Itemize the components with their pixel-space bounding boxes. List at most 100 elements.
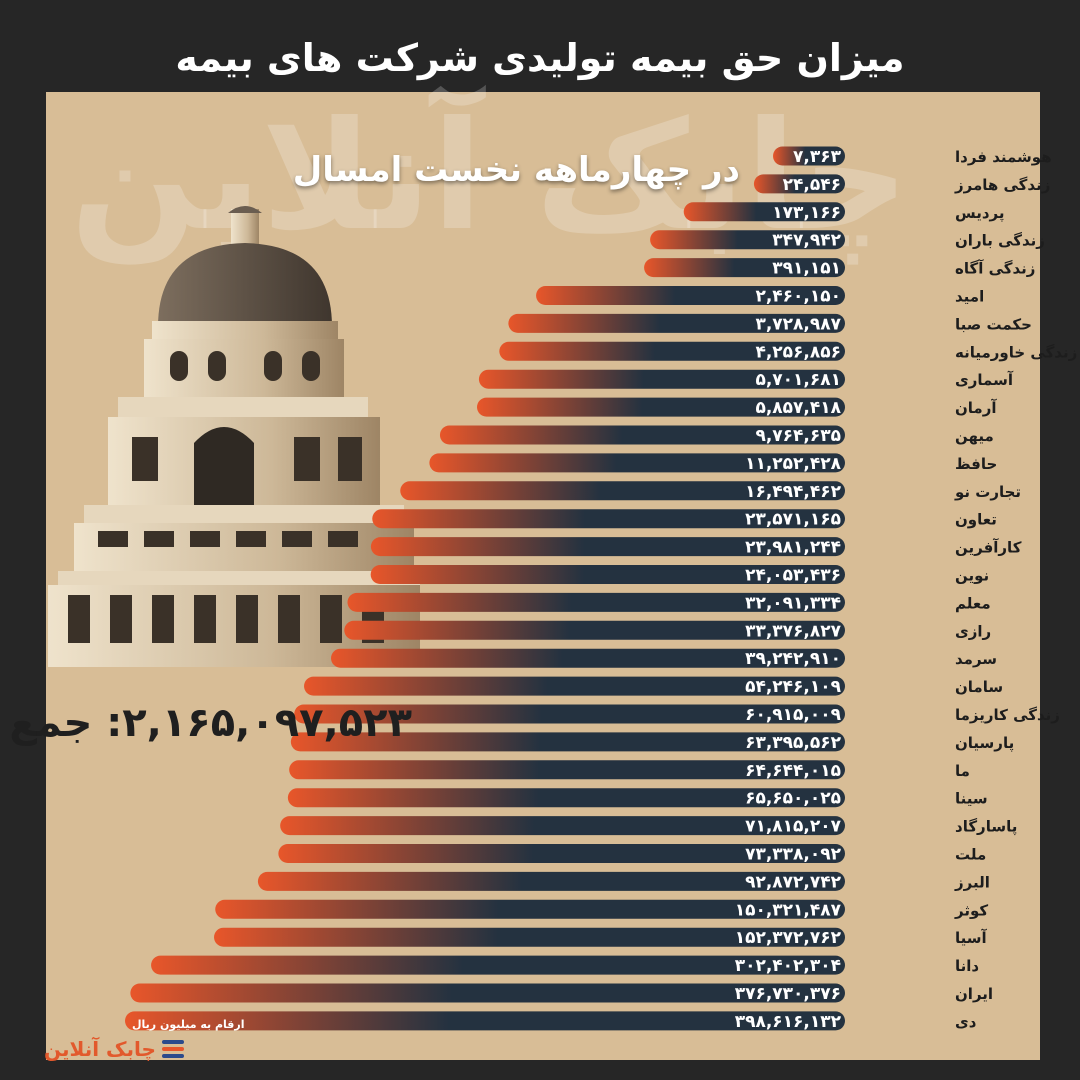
- bar: [294, 704, 845, 724]
- category-label: میهن: [955, 427, 994, 445]
- bar-value-label: ۷۱,۸۱۵,۲۰۷: [745, 817, 842, 837]
- category-label: آرمان: [955, 399, 997, 417]
- category-label: آسماری: [955, 371, 1014, 389]
- bar-value-label: ۲۳,۹۸۱,۲۴۴: [745, 538, 841, 558]
- bar-value-label: ۶۵,۶۵۰,۰۲۵: [745, 789, 841, 809]
- category-label: سینا: [955, 790, 988, 808]
- bar: [773, 146, 845, 166]
- category-label: دی: [955, 1013, 977, 1031]
- bar: [644, 258, 845, 278]
- category-label: پردیس: [955, 204, 1005, 223]
- bar: [499, 341, 845, 361]
- bar: [214, 927, 846, 947]
- bar: [125, 1011, 845, 1031]
- bar: [400, 481, 845, 501]
- bar-value-label: ۳۹۸,۶۱۶,۱۳۲: [735, 1012, 842, 1032]
- bar-value-label: ۵,۷۰۱,۶۸۱: [755, 370, 841, 390]
- category-label: کوثر: [954, 901, 988, 919]
- category-label: زندگی کاریزما: [955, 706, 1060, 724]
- bar: [130, 983, 846, 1003]
- category-label: زندگی باران: [955, 232, 1045, 250]
- category-label: البرز: [954, 873, 990, 891]
- bar-value-label: ۵,۸۵۷,۴۱۸: [755, 398, 841, 418]
- category-label: معلم: [955, 594, 991, 612]
- bar-value-label: ۳,۷۲۸,۹۸۷: [755, 314, 841, 334]
- logo-text: چابک آنلاین: [44, 1037, 156, 1061]
- category-label: زندگی هامرز: [954, 176, 1050, 194]
- bar-value-label: ۹,۷۶۴,۶۳۵: [755, 426, 841, 446]
- bar: [151, 955, 846, 975]
- bar: [478, 369, 845, 389]
- bar-value-label: ۳۹۱,۱۵۱: [772, 259, 841, 279]
- bar: [280, 816, 845, 836]
- bar: [429, 453, 845, 473]
- chart-subtitle: در چهارماهه نخست امسال: [292, 150, 740, 190]
- bar-value-label: ۷,۳۶۳: [793, 147, 842, 167]
- bar-value-label: ۱۱,۲۵۲,۴۲۸: [745, 454, 842, 474]
- bar-value-label: ۱۷۳,۱۶۶: [772, 203, 841, 223]
- category-label: هوشمند فردا: [955, 148, 1052, 166]
- category-label: حافظ: [955, 455, 997, 473]
- bar-value-label: ۳۹,۲۴۲,۹۱۰: [745, 649, 841, 669]
- category-label: آسیا: [955, 929, 988, 947]
- bar-value-label: ۲۴,۵۴۶: [783, 175, 841, 195]
- bar-value-label: ۴,۲۵۶,۸۵۶: [755, 342, 841, 362]
- bar: [278, 844, 845, 863]
- bar: [290, 732, 846, 752]
- brand-logo: چابک آنلاین: [44, 1034, 184, 1064]
- chart-title: میزان حق بیمه تولیدی شرکت های بیمه: [175, 36, 905, 80]
- bar-value-label: ۳۳,۳۷۶,۸۲۷: [745, 621, 842, 641]
- bar-value-label: ۲,۴۶۰,۱۵۰: [755, 287, 841, 307]
- bar: [287, 788, 845, 808]
- bar-value-label: ۲۴,۰۵۳,۴۳۶: [745, 566, 841, 586]
- unit-note: ارقام به میلیون ریال: [132, 1018, 245, 1031]
- bar: [370, 537, 845, 557]
- bar: [650, 230, 845, 250]
- category-label: زندگی آگاه: [955, 260, 1035, 278]
- bar-value-label: ۷۳,۳۳۸,۰۹۲: [745, 845, 842, 865]
- bar-value-label: ۱۶,۴۹۴,۴۶۲: [745, 482, 842, 502]
- category-label: امید: [955, 288, 984, 306]
- bar-value-label: ۲۳,۵۷۱,۱۶۵: [745, 510, 841, 530]
- bar-value-label: ۶۴,۶۴۴,۰۱۵: [745, 761, 841, 781]
- category-label: دانا: [955, 957, 979, 975]
- bar-value-label: ۳۰۲,۴۰۲,۳۰۴: [735, 956, 841, 976]
- bar-value-label: ۹۲,۸۷۲,۷۴۲: [745, 872, 842, 892]
- category-label: سامان: [955, 678, 1003, 696]
- bar: [370, 565, 845, 584]
- category-label: حکمت صبا: [955, 315, 1032, 333]
- bar-value-label: ۶۳,۳۹۵,۵۶۲: [745, 733, 842, 753]
- category-label: سرمد: [955, 650, 997, 668]
- category-label: ما: [955, 762, 970, 780]
- category-label: نوین: [955, 567, 989, 585]
- bar: [372, 509, 845, 529]
- total-label: ۲,۱۶۵,۰۹۷,۵۲۳: جمع: [9, 700, 412, 746]
- category-label: کارآفرین: [955, 539, 1022, 557]
- bar-value-label: ۳۷۶,۷۳۰,۳۷۶: [735, 984, 841, 1004]
- bar-value-label: ۵۴,۲۴۶,۱۰۹: [745, 677, 842, 697]
- category-label: زندگی خاورمیانه: [955, 343, 1077, 361]
- bar-value-label: ۳۴۷,۹۴۲: [772, 231, 841, 251]
- bar: [257, 871, 845, 891]
- bar: [508, 313, 845, 333]
- bar-value-label: ۱۵۲,۳۷۲,۷۶۲: [735, 928, 842, 948]
- bar: [344, 620, 845, 640]
- bar: [215, 899, 846, 919]
- bar-value-label: ۱۵۰,۳۲۱,۴۸۷: [735, 900, 842, 920]
- bar-value-label: ۳۲,۰۹۱,۳۳۴: [745, 593, 841, 613]
- bar: [753, 174, 845, 194]
- category-label: تجارت نو: [954, 483, 1021, 501]
- bar: [477, 397, 845, 417]
- category-label: تعاون: [955, 511, 997, 529]
- bar: [683, 202, 845, 222]
- bar: [439, 425, 845, 445]
- bar: [347, 592, 845, 612]
- bar-value-label: ۶۰,۹۱۵,۰۰۹: [745, 705, 842, 725]
- logo-mark-icon: [161, 1040, 184, 1058]
- bar: [331, 648, 845, 668]
- category-label: رازی: [955, 622, 991, 640]
- bar: [536, 286, 845, 305]
- bar: [304, 676, 845, 696]
- category-label: پارسیان: [955, 734, 1014, 753]
